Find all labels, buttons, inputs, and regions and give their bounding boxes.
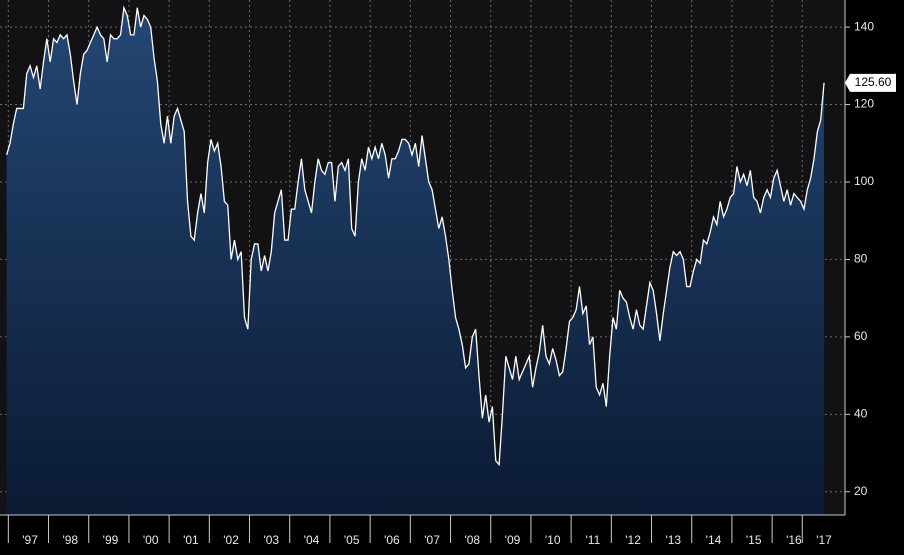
y-tick-label: 80: [854, 252, 868, 266]
x-tick-label: '14: [706, 533, 722, 547]
x-tick-label: '04: [304, 533, 320, 547]
y-tick-label: 140: [854, 19, 874, 33]
y-tick-label: 100: [854, 174, 874, 188]
y-tick-label: 60: [854, 329, 868, 343]
x-tick-label: '08: [464, 533, 480, 547]
area-fill: [6, 7, 825, 516]
x-tick-label: '17: [816, 533, 832, 547]
x-tick-label: '12: [625, 533, 641, 547]
x-tick-label: '00: [143, 533, 159, 547]
y-tick-label: 20: [854, 484, 868, 498]
x-tick-label: '10: [545, 533, 561, 547]
x-tick-label: '03: [263, 533, 279, 547]
x-tick-label: '05: [344, 533, 360, 547]
x-tick-label: '15: [746, 533, 762, 547]
x-tick-label: '06: [384, 533, 400, 547]
x-tick-label: '07: [424, 533, 440, 547]
x-tick-label: '02: [223, 533, 239, 547]
x-tick-label: '99: [103, 533, 119, 547]
y-tick-label: 120: [854, 97, 874, 111]
x-tick-label: '16: [786, 533, 802, 547]
label-box: [845, 73, 896, 92]
x-tick-label: '01: [183, 533, 199, 547]
last-value-label: 125.60: [845, 73, 896, 92]
x-tick-label: '13: [665, 533, 681, 547]
x-tick-label: '98: [62, 533, 78, 547]
value-label: 125.60: [855, 75, 892, 89]
x-tick-label: '97: [22, 533, 38, 547]
y-tick-label: 40: [854, 406, 868, 420]
x-tick-label: '09: [505, 533, 521, 547]
line: [6, 5, 825, 467]
x-tick-label: '11: [586, 533, 601, 547]
